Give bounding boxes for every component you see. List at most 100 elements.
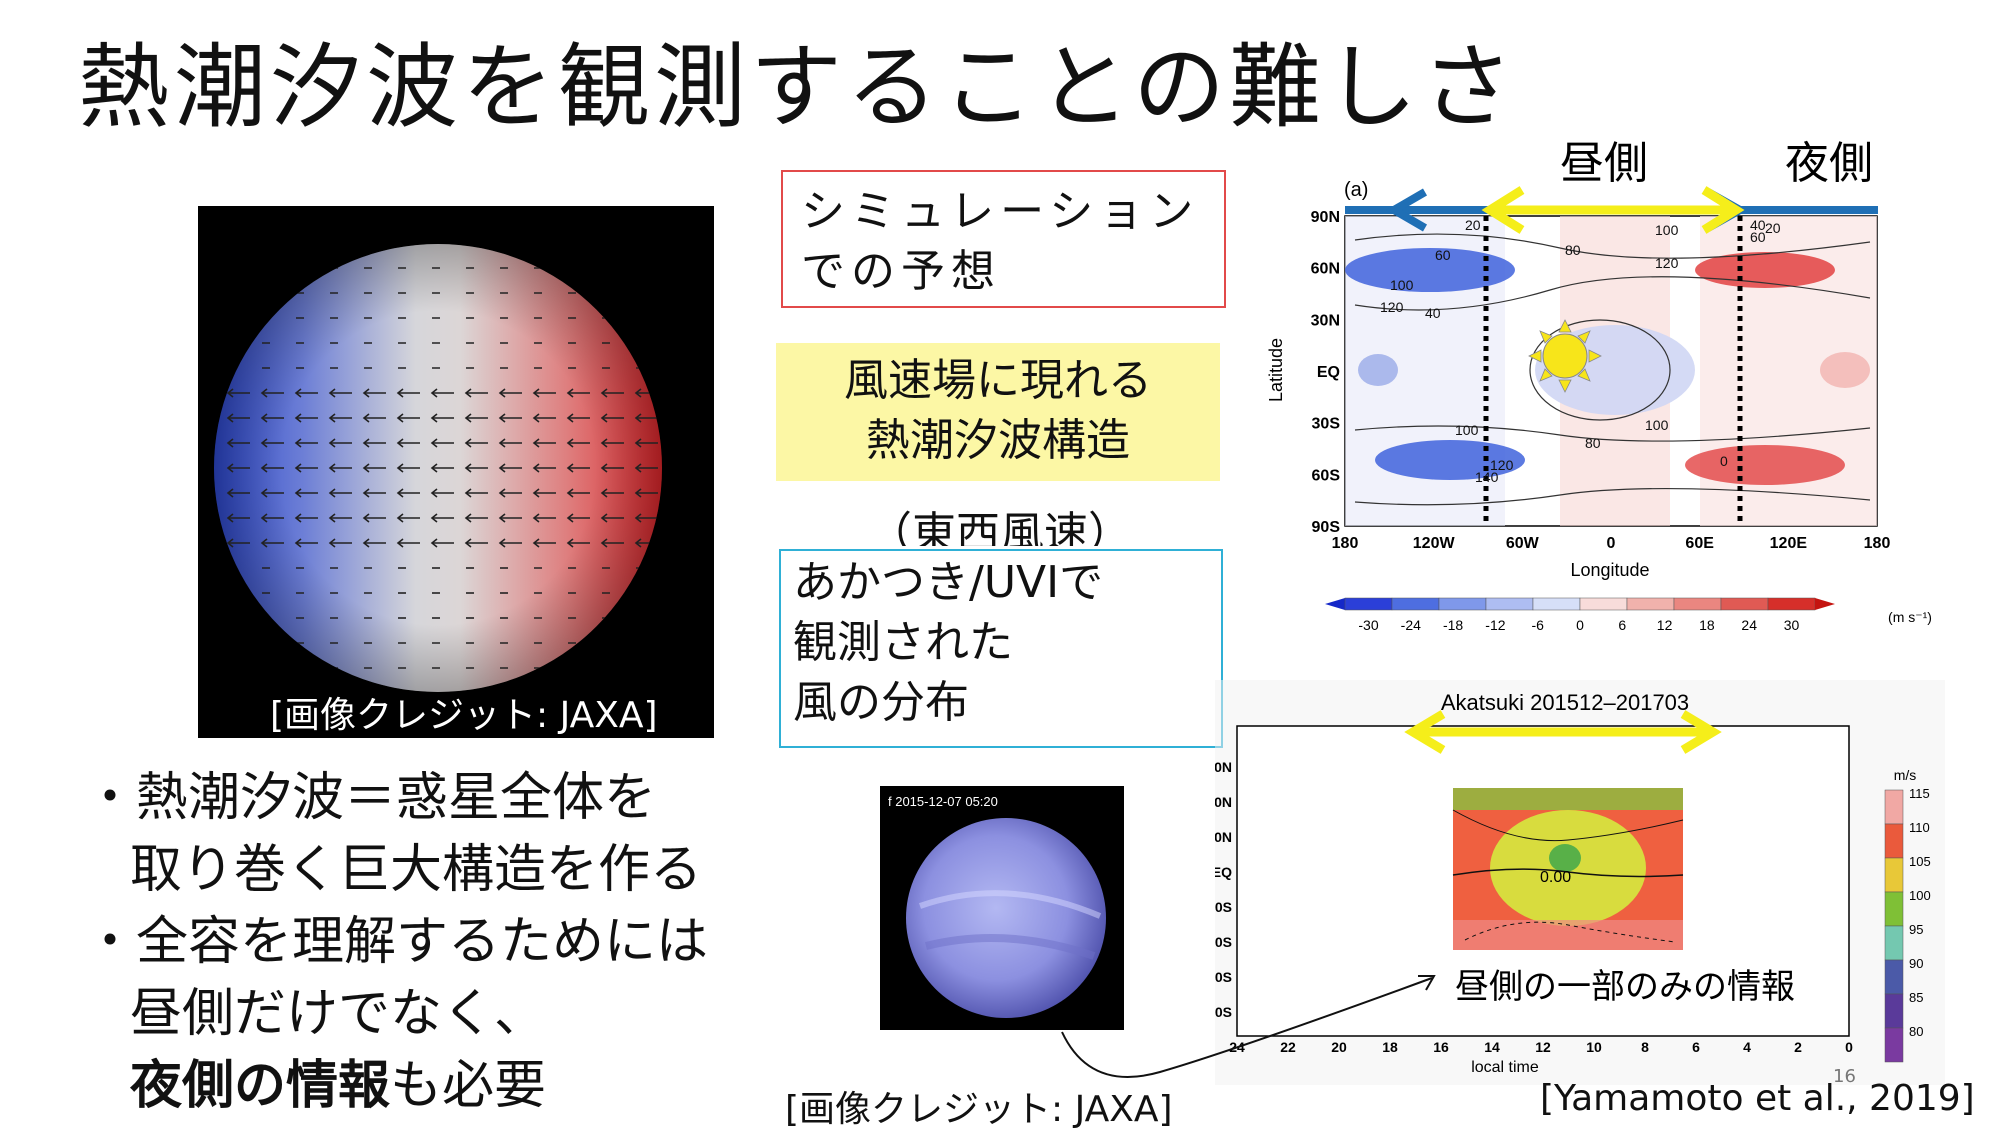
wind-vector-head (294, 413, 302, 423)
wind-vector-head (430, 388, 438, 398)
wind-vector-head (396, 413, 404, 423)
bullet-2: ・全容を理解するためには (84, 906, 708, 978)
wind-vector-head (260, 413, 268, 423)
sim-colorbar-tick: -24 (1401, 617, 1421, 633)
obs-colorbar-cell (1884, 993, 1904, 1029)
zonal-wind-note: （東西風速） (780, 506, 1220, 546)
wind-vector-head (226, 438, 234, 448)
sim-colorbar-tick: -6 (1531, 617, 1544, 633)
obs-colorbar-cell (1884, 789, 1904, 825)
wind-vector-head (362, 388, 370, 398)
sim-x-tick: 0 (1607, 535, 1616, 552)
obs-xlabel: local time (1471, 1059, 1539, 1076)
wind-vector-head (566, 388, 574, 398)
sim-x-tick: 60W (1506, 535, 1540, 552)
uvi-venus-disk (906, 818, 1106, 1018)
sim-contour-label: 100 (1455, 422, 1479, 438)
wind-vector-head (634, 538, 642, 548)
bullet-1-line2: 取り巻く巨大構造を作る (130, 840, 703, 900)
simulation-plot-area (1344, 186, 1878, 527)
wind-vector-head (464, 538, 472, 548)
sim-colorbar: -30 -24 -18 -12 -6 0 6 12 18 24 30 (1325, 597, 1835, 633)
obs-heatmap: 0.00 (1452, 788, 1684, 950)
left-image-credit: [画像クレジット: JAXA] (270, 695, 658, 736)
obs-x-tick: 12 (1535, 1039, 1551, 1055)
sim-colorbar-tick: 24 (1741, 617, 1757, 633)
wind-vector-head (328, 388, 336, 398)
sim-contour-label: 40 (1425, 305, 1441, 321)
bottom-image-credit: [画像クレジット: JAXA] (785, 1089, 1173, 1130)
wind-vector-head (634, 388, 642, 398)
obs-colorbar-cell (1884, 959, 1904, 995)
obs-y-tick: 60N (1215, 759, 1232, 775)
wind-vector-head (566, 438, 574, 448)
sim-colorbar-cell (1532, 597, 1581, 611)
page-number: 16 (1833, 1066, 1856, 1087)
observation-box: あかつき/UVIで 観測された 風の分布 (779, 549, 1223, 748)
obs-x-tick: 10 (1586, 1039, 1602, 1055)
reference-credit: [Yamamoto et al., 2019] (1540, 1078, 1975, 1119)
sim-colorbar-tick: -30 (1358, 617, 1378, 633)
wind-vector-head (294, 388, 302, 398)
obs-colorbar-cell (1884, 925, 1904, 961)
sim-contour-label: 80 (1565, 242, 1581, 258)
wind-vector-head (600, 513, 608, 523)
sim-x-tick: 120E (1770, 535, 1808, 552)
sim-red-jet-north (1695, 252, 1835, 288)
wind-vector-head (430, 413, 438, 423)
wind-vector-head (498, 463, 506, 473)
bullet-marker: ・ (84, 912, 137, 972)
sim-colorbar-cell (1767, 597, 1816, 611)
wind-vector-head (430, 463, 438, 473)
sim-xlabel: Longitude (1570, 560, 1649, 580)
wind-vector-head (226, 513, 234, 523)
sim-colorbar-cell (1438, 597, 1487, 611)
bullet-list: ・熱潮汐波＝惑星全体を 取り巻く巨大構造を作る ・全容を理解するためには 昼側だ… (84, 762, 708, 1122)
sim-x-tick: 180 (1864, 535, 1891, 552)
wind-vector-head (294, 438, 302, 448)
sim-colorbar-tick: 30 (1784, 617, 1800, 633)
wind-vector-head (600, 538, 608, 548)
wind-vector-head (226, 463, 234, 473)
wind-vector-head (260, 438, 268, 448)
observation-box-line1: あかつき/UVIで (793, 557, 1104, 608)
wind-vector-head (566, 488, 574, 498)
wind-vector-head (498, 388, 506, 398)
sim-contour-label: 0 (1720, 453, 1728, 469)
obs-y-tick: 60S (1215, 969, 1232, 985)
wind-vector-head (260, 488, 268, 498)
sim-x-tick: 120W (1413, 535, 1456, 552)
wind-vector-head (328, 463, 336, 473)
sim-colorbar-right-cap (1815, 598, 1835, 610)
obs-title: Akatsuki 201512–201703 (1441, 690, 1689, 715)
sim-contour-label: 140 (1475, 469, 1499, 485)
sim-colorbar-tick: -18 (1443, 617, 1463, 633)
wind-vector-head (532, 513, 540, 523)
sim-colorbar-tick: 18 (1699, 617, 1715, 633)
obs-x-tick: 22 (1280, 1039, 1296, 1055)
obs-y-tick: 20S (1215, 899, 1232, 915)
wind-vector-head (532, 538, 540, 548)
obs-colorbar-tick: 110 (1909, 820, 1930, 835)
wind-vector-head (532, 438, 540, 448)
sim-contour-label: 20 (1465, 217, 1481, 233)
wind-vector-head (226, 538, 234, 548)
wind-vector-head (600, 413, 608, 423)
sim-y-tick: 90N (1311, 209, 1340, 226)
sim-y-tick: 30S (1312, 416, 1341, 433)
wind-vector-head (260, 538, 268, 548)
wind-vector-head (600, 388, 608, 398)
obs-x-tick: 4 (1743, 1039, 1751, 1055)
obs-y-tick: 80S (1215, 1004, 1232, 1020)
sim-contour-label: 40 (1750, 217, 1766, 233)
tidal-structure-line2: 熱潮汐波構造 (866, 415, 1130, 466)
sim-colorbar-unit: (m s⁻¹) (1888, 609, 1932, 625)
bullet-1-line1: 熱潮汐波＝惑星全体を (136, 768, 657, 828)
sim-ylabel: Latitude (1266, 338, 1286, 402)
obs-colorbar-tick: 85 (1909, 990, 1923, 1005)
obs-colorbar: 115 110 105 100 95 90 85 80 (1884, 786, 1931, 1063)
sim-contour-label: 100 (1645, 417, 1669, 433)
wind-vector-head (498, 438, 506, 448)
wind-vector-head (634, 488, 642, 498)
wind-vector-head (600, 463, 608, 473)
